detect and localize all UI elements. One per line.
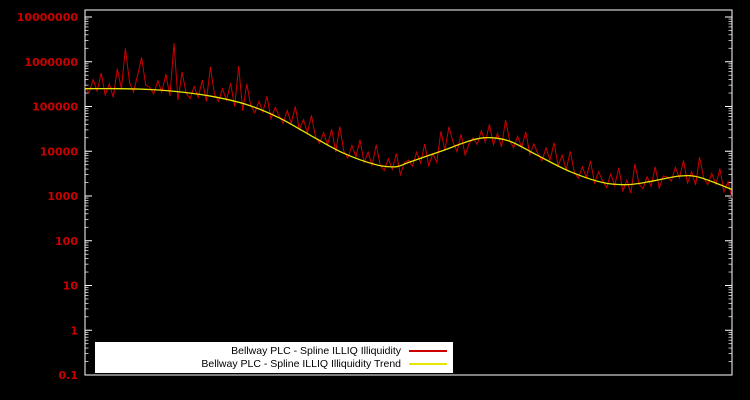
legend-entry-trend: Bellway PLC - Spline ILLIQ Illiquidity T… <box>101 357 447 370</box>
y-axis-tick-label: 1000 <box>47 190 78 203</box>
y-axis-tick-label: 1000000 <box>24 56 78 69</box>
legend-line-sample-trend <box>409 362 447 365</box>
y-axis-tick-label: 0.1 <box>59 369 79 382</box>
legend: Bellway PLC - Spline ILLIQ Illiquidity B… <box>95 342 453 373</box>
y-axis-tick-label: 1 <box>70 324 78 337</box>
trend-series-line <box>84 88 733 191</box>
y-axis-tick-label: 10000 <box>40 145 79 158</box>
legend-entry-illiquidity: Bellway PLC - Spline ILLIQ Illiquidity <box>101 344 447 357</box>
y-axis-tick-label: 10 <box>63 280 79 293</box>
y-axis-tick-label: 100000 <box>32 101 78 114</box>
y-axis-tick-label: 100 <box>55 235 78 248</box>
legend-label-illiquidity: Bellway PLC - Spline ILLIQ Illiquidity <box>231 344 401 357</box>
plot-border <box>84 9 733 376</box>
legend-label-trend: Bellway PLC - Spline ILLIQ Illiquidity T… <box>201 357 401 370</box>
illiquidity-series-line <box>84 43 733 199</box>
y-axis-tick-label: 10000000 <box>17 11 79 24</box>
legend-line-sample-illiquidity <box>409 349 447 352</box>
